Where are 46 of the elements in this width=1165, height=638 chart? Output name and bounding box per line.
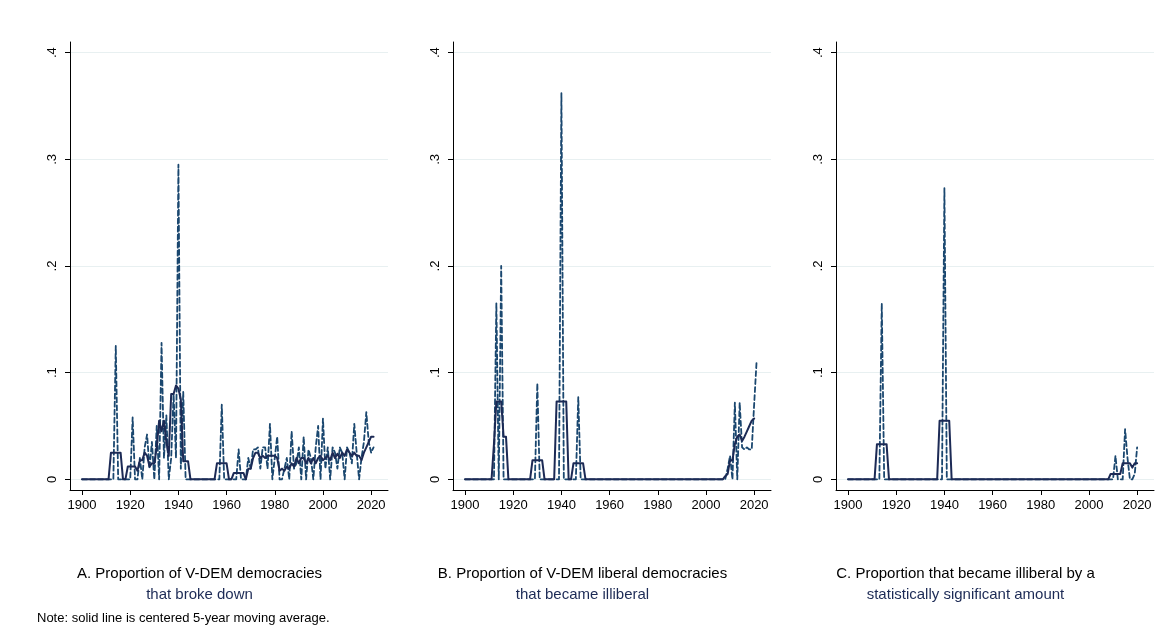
y-tick-label: .1 bbox=[427, 367, 442, 379]
y-tick-label: .4 bbox=[810, 47, 825, 59]
text: A. Proportion of V-DEM democracies bbox=[76, 564, 323, 581]
x-tick-label: 2020 bbox=[739, 497, 769, 512]
x-tick-label: 2020 bbox=[356, 497, 386, 512]
x-tick-label: 1960 bbox=[212, 497, 242, 512]
x-tick-label: 1940 bbox=[546, 497, 576, 512]
x-tick-label: 2020 bbox=[1122, 497, 1152, 512]
x-tick-label: 1920 bbox=[115, 497, 145, 512]
x-tick-label: 2000 bbox=[691, 497, 721, 512]
x-tick-label: 1940 bbox=[163, 497, 193, 512]
y-tick-label: .4 bbox=[427, 47, 442, 59]
text: that became illiberal bbox=[515, 585, 650, 602]
x-tick-label: 1980 bbox=[260, 497, 290, 512]
x-tick-label: 1940 bbox=[929, 497, 959, 512]
y-tick-label: .1 bbox=[810, 367, 825, 379]
x-tick-label: 2000 bbox=[308, 497, 338, 512]
x-tick-label: 1960 bbox=[595, 497, 625, 512]
y-tick-label: .3 bbox=[44, 153, 59, 165]
y-tick-label: .2 bbox=[44, 260, 59, 272]
text: C. Proportion that became illiberal by a bbox=[836, 564, 1096, 581]
line-series bbox=[81, 384, 375, 481]
text: that broke down bbox=[146, 585, 253, 602]
y-tick-label: .3 bbox=[427, 153, 442, 165]
text: statistically significant amount bbox=[866, 585, 1066, 602]
x-tick-label: 2000 bbox=[1074, 497, 1104, 512]
y-tick-label: .2 bbox=[810, 260, 825, 272]
x-tick-label: 1960 bbox=[978, 497, 1008, 512]
y-tick-label: 0 bbox=[427, 475, 442, 483]
y-tick-label: .4 bbox=[44, 47, 59, 59]
y-tick-label: .1 bbox=[44, 367, 59, 379]
y-tick-label: 0 bbox=[810, 475, 825, 483]
x-tick-label: 1900 bbox=[67, 497, 97, 512]
text: Note: solid line is centered 5-year moving average. bbox=[36, 610, 331, 625]
line-series bbox=[464, 400, 756, 481]
y-tick-label: .2 bbox=[427, 260, 442, 272]
text: B. Proportion of V-DEM liberal democracies bbox=[437, 564, 728, 581]
x-tick-label: 1900 bbox=[833, 497, 863, 512]
x-tick-label: 1920 bbox=[881, 497, 911, 512]
y-tick-label: 0 bbox=[44, 475, 59, 483]
x-tick-label: 1900 bbox=[450, 497, 480, 512]
x-tick-label: 1980 bbox=[1026, 497, 1056, 512]
x-tick-label: 1980 bbox=[643, 497, 673, 512]
line-series bbox=[847, 419, 1139, 481]
y-tick-label: .3 bbox=[810, 153, 825, 165]
x-tick-label: 1920 bbox=[498, 497, 528, 512]
